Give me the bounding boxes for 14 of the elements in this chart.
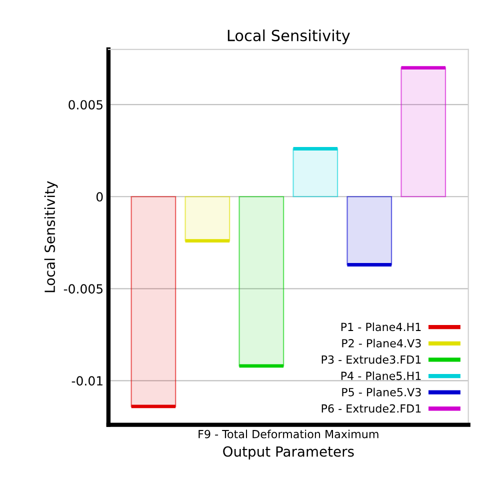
legend-label: P3 - Extrude3.FD1 [322, 355, 421, 364]
y-tick-label: -0.005 [64, 284, 103, 294]
y-tick-label: 0.005 [68, 100, 103, 110]
legend-label: P5 - Plane5.V3 [342, 388, 421, 396]
y-axis-title: Local Sensitivity [44, 181, 58, 292]
x-tick-label: F9 - Total Deformation Maximum [198, 430, 378, 438]
legend-label: P6 - Extrude2.FD1 [322, 404, 421, 413]
y-tick-label: 0 [96, 192, 103, 202]
y-tick-label: -0.01 [72, 376, 102, 386]
x-axis-title: Output Parameters [223, 446, 354, 460]
legend-label: P2 - Plane4.V3 [342, 338, 421, 348]
legend-label: P1 - Plane4.H1 [341, 322, 421, 332]
chart-title: Local Sensitivity [228, 29, 350, 44]
legend-label: P4 - Plane5.H1 [341, 371, 421, 380]
